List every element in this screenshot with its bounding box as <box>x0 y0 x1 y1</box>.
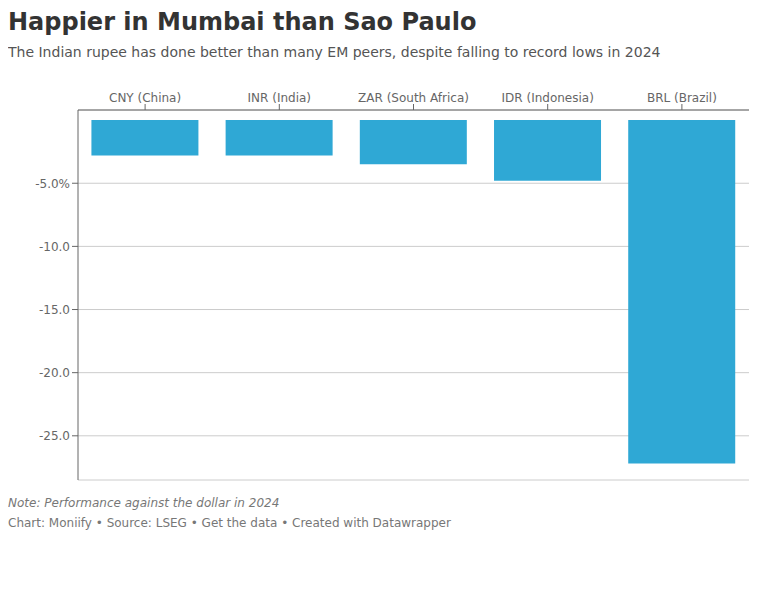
html-text:Chart: Moniify • Source: LSEG: Chart: Moniify • Source: LSEG • Get the … <box>8 516 451 530</box>
svg-text:-10.0: -10.0 <box>39 240 70 254</box>
svg-text:-15.0: -15.0 <box>39 303 70 317</box>
svg-text:-20.0: -20.0 <box>39 366 70 380</box>
html-text:The Indian rupee has done bett: The Indian rupee has done better than ma… <box>8 44 661 60</box>
svg-text:INR (India): INR (India) <box>248 91 311 105</box>
svg-text:ZAR (South Africa): ZAR (South Africa) <box>358 91 469 105</box>
html-text:Note: Performance against the: Note: Performance against the dollar in … <box>8 496 280 510</box>
svg-text:BRL (Brazil): BRL (Brazil) <box>647 91 717 105</box>
svg-text:CNY (China): CNY (China) <box>109 91 181 105</box>
svg-text:IDR (Indonesia): IDR (Indonesia) <box>502 91 594 105</box>
html-text:Happier in Mumbai than Sao Pau: Happier in Mumbai than Sao Paulo <box>8 8 477 36</box>
svg-text:-5.0%: -5.0% <box>35 177 70 191</box>
svg-text:-25.0: -25.0 <box>39 429 70 443</box>
